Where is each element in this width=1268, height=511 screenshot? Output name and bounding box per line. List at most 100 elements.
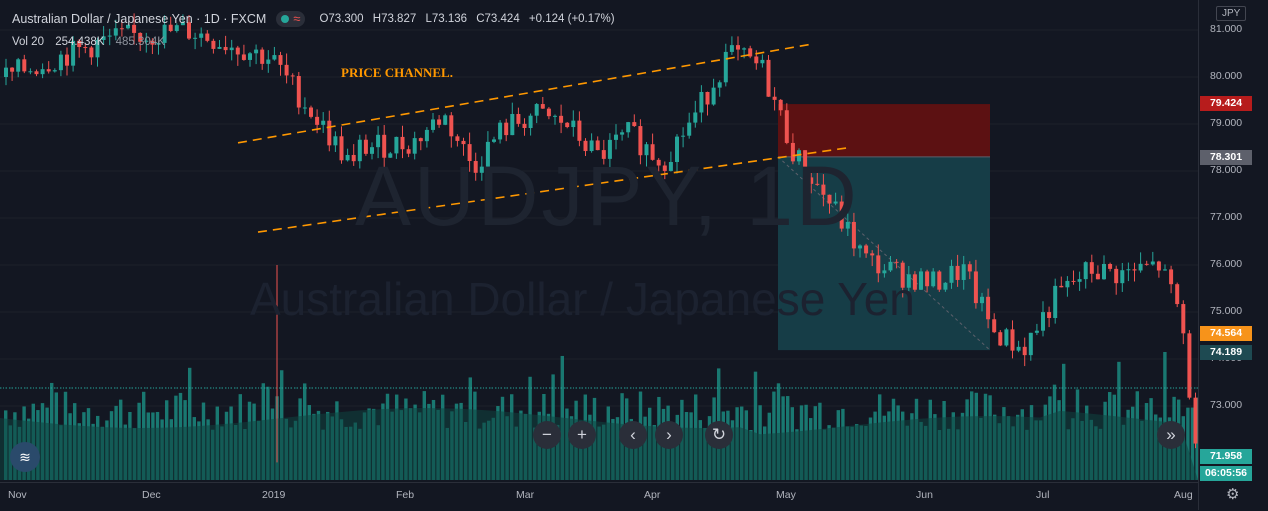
- candle-body: [955, 265, 960, 280]
- go-to-realtime-button[interactable]: »: [1157, 421, 1185, 449]
- volume-legend[interactable]: Vol 20 254.438K 485.304K: [12, 36, 173, 48]
- candle-body: [89, 47, 94, 58]
- candle-body: [321, 120, 326, 125]
- candle-body: [839, 201, 844, 229]
- candle-body: [858, 245, 862, 249]
- candle-body: [681, 135, 686, 137]
- candle-body: [784, 110, 789, 143]
- time-tick-label: Apr: [644, 489, 661, 501]
- time-axis[interactable]: [0, 482, 1198, 511]
- candle-body: [736, 45, 740, 50]
- candle-body: [803, 150, 808, 178]
- candle-body: [546, 108, 551, 117]
- candle-body: [1089, 262, 1094, 274]
- candle-body: [284, 64, 289, 76]
- candle-body: [211, 40, 216, 49]
- candle-body: [601, 150, 606, 159]
- time-tick-label: Jul: [1036, 489, 1050, 501]
- candle-body: [339, 136, 344, 161]
- candle-body: [107, 35, 112, 37]
- candle-body: [248, 53, 252, 60]
- candle-body: [461, 140, 466, 145]
- open-value: O73.300: [319, 13, 364, 25]
- candle-body: [614, 134, 618, 140]
- candle-body: [1071, 280, 1076, 282]
- candle-body: [1163, 269, 1167, 271]
- candle-body: [119, 28, 124, 30]
- candle-body: [309, 107, 313, 117]
- candle-body: [363, 139, 368, 154]
- wave-icon: ≈: [293, 11, 301, 26]
- low-value: L73.136: [425, 13, 468, 25]
- candle-body: [156, 42, 161, 45]
- zoom-out-button[interactable]: −: [533, 421, 561, 449]
- candle-body: [540, 104, 545, 109]
- price-badge: 74.189: [1200, 345, 1252, 360]
- candle-body: [626, 122, 631, 133]
- candle-body: [809, 177, 814, 184]
- volume-bar: [1163, 352, 1167, 480]
- volume-ma-area: [0, 408, 1198, 480]
- candle-body: [882, 270, 887, 274]
- currency-label[interactable]: JPY: [1216, 6, 1247, 21]
- candle-body: [571, 120, 576, 128]
- candle-body: [1156, 261, 1161, 271]
- time-tick-label: Feb: [396, 489, 415, 501]
- candle-body: [229, 47, 234, 51]
- candle-body: [790, 142, 795, 162]
- reset-chart-button[interactable]: ↻: [705, 421, 733, 449]
- zoom-in-button[interactable]: +: [568, 421, 596, 449]
- candle-body: [296, 76, 301, 108]
- candle-body: [449, 115, 454, 137]
- candle-body: [516, 114, 521, 124]
- price-axis[interactable]: [1198, 0, 1268, 510]
- price-channel-label[interactable]: PRICE CHANNEL.: [341, 65, 453, 80]
- candle-body: [1132, 269, 1137, 271]
- candle-body: [217, 46, 222, 49]
- candle-body: [1144, 263, 1149, 265]
- candle-body: [52, 70, 57, 72]
- candle-body: [113, 28, 118, 36]
- price-tick-label: 80.000: [1210, 70, 1243, 82]
- candle-body: [650, 144, 655, 160]
- candle-body: [1059, 285, 1064, 288]
- candle-body: [101, 36, 106, 40]
- candle-body: [235, 47, 240, 55]
- candle-body: [1077, 279, 1082, 282]
- gear-icon[interactable]: ⚙: [1226, 486, 1240, 503]
- volume-bar: [1190, 407, 1195, 480]
- scroll-left-button[interactable]: ‹: [619, 421, 647, 449]
- candle-body: [138, 32, 143, 42]
- candle-body: [95, 39, 100, 58]
- candle-body: [675, 136, 679, 163]
- candle-body: [699, 91, 704, 113]
- volume-bar: [188, 367, 192, 480]
- candle-body: [1041, 312, 1045, 331]
- candle-body: [65, 54, 69, 66]
- symbol-title[interactable]: Australian Dollar / Japanese Yen · 1D · …: [12, 12, 267, 26]
- candle-body: [406, 149, 411, 154]
- candle-body: [559, 115, 564, 123]
- time-tick-label: Dec: [142, 489, 161, 501]
- candle-body: [77, 40, 82, 48]
- scroll-right-button[interactable]: ›: [655, 421, 683, 449]
- candle-body: [620, 132, 625, 135]
- candle-body: [260, 49, 265, 64]
- time-tick-label: Aug: [1174, 489, 1193, 501]
- candle-body: [241, 54, 246, 60]
- candle-body: [827, 194, 832, 204]
- candle-body: [528, 115, 533, 128]
- candle-body: [705, 91, 710, 105]
- candle-body: [22, 59, 27, 72]
- candle-body: [424, 129, 429, 142]
- market-status-pill[interactable]: ≈: [276, 11, 306, 27]
- candle-body: [870, 253, 875, 256]
- close-value: C73.424: [476, 13, 520, 25]
- tradingview-logo-icon[interactable]: ≋: [10, 442, 40, 472]
- symbol-watermark: AUDJPY, 1D: [355, 149, 860, 243]
- candle-body: [522, 123, 527, 128]
- candle-body: [272, 55, 277, 60]
- candle-body: [223, 46, 228, 51]
- candle-body: [760, 59, 765, 64]
